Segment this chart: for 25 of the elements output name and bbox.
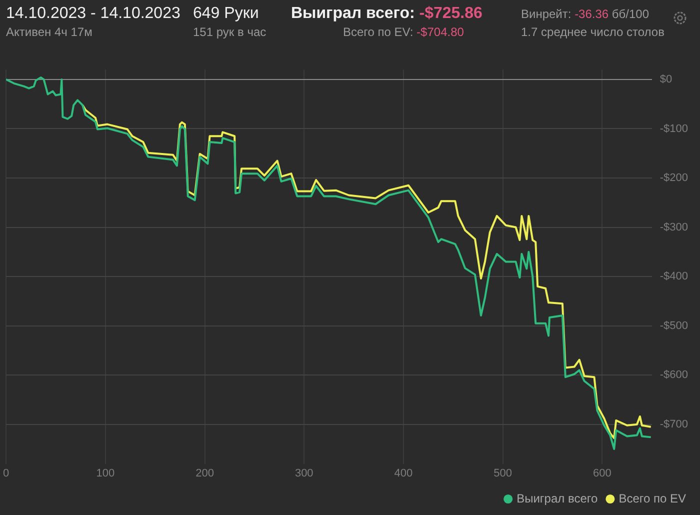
chart-title: 14.10.2023 - 14.10.2023 (6, 5, 180, 23)
x-tick-label: 200 (196, 467, 214, 480)
y-tick-label: -$400 (660, 270, 688, 283)
x-tick-label: 500 (494, 467, 512, 480)
text: Выиграл всего: -$725.86 (291, 5, 482, 23)
y-tick-label: -$700 (660, 418, 688, 430)
y-tick-label: -$500 (660, 320, 688, 332)
y-tick-label: $0 (660, 73, 672, 86)
text: Винрейт: -36.36 бб/100 (521, 7, 650, 21)
x-tick-label: 0 (2, 467, 10, 480)
text: 1.7 среднее число столов (521, 25, 664, 39)
text: 151 рук в час (193, 25, 266, 39)
x-tick-label: 300 (294, 467, 314, 480)
y-tick-label: -$100 (660, 122, 688, 135)
legend-label: Выиграл всего (516, 491, 598, 506)
text: Всего по EV: -$704.80 (343, 25, 464, 39)
x-tick-label: 100 (96, 467, 115, 480)
legend-label: Всего по EV (618, 491, 686, 506)
y-tick-label: -$600 (660, 369, 688, 382)
x-tick-label: 600 (593, 467, 612, 480)
y-tick-label: -$200 (660, 172, 688, 184)
y-tick-label: -$300 (660, 221, 688, 234)
text: 649 Руки (193, 5, 259, 23)
text: Активен 4ч 17м (6, 25, 92, 39)
x-tick-label: 400 (394, 467, 413, 480)
